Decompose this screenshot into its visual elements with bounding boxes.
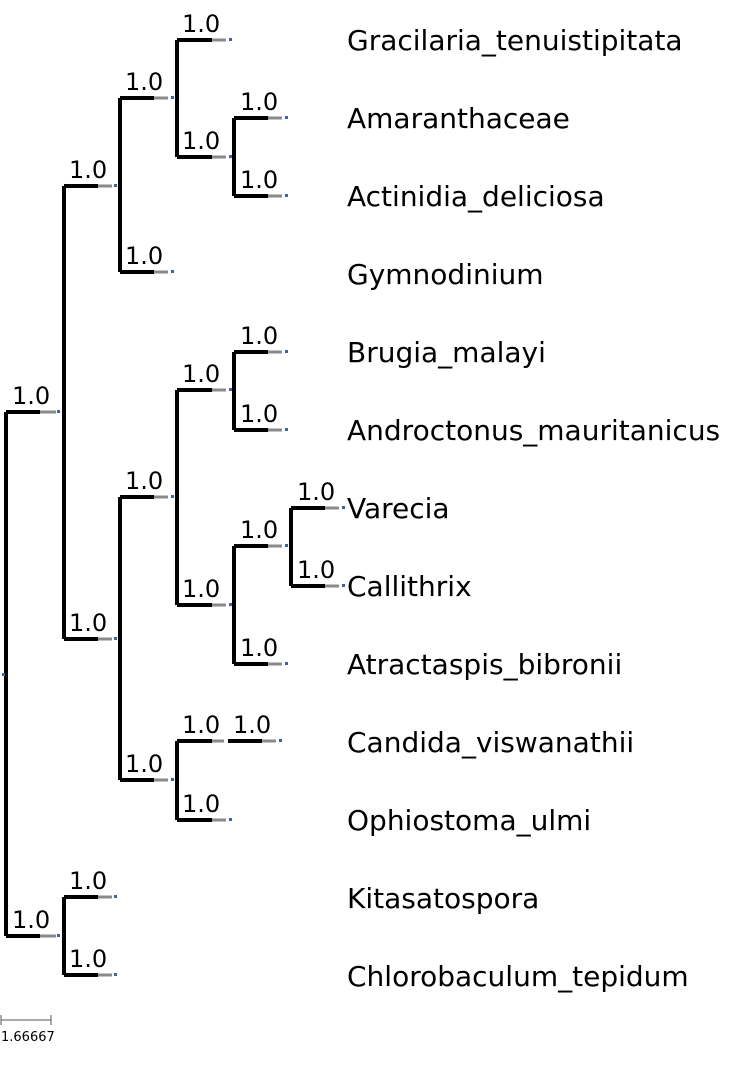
support-value: 1.0: [182, 575, 220, 603]
support-value: 1.0: [12, 906, 50, 934]
node-marker: [279, 739, 282, 742]
leaf-label-chlorobaculum: Chlorobaculum_tepidum: [347, 960, 689, 993]
support-value: 1.0: [182, 127, 220, 155]
leaf-label-candida: Candida_viswanathii: [347, 726, 634, 759]
leaf-label-kitasatospora: Kitasatospora: [347, 882, 539, 915]
support-value: 1.0: [240, 400, 278, 428]
node-marker: [171, 270, 174, 273]
node-marker: [114, 973, 117, 976]
support-value: 1.0: [125, 242, 163, 270]
branch-end-markers: [2, 38, 345, 977]
support-value: 1.0: [182, 711, 220, 739]
leaf-label-androctonus: Androctonus_mauritanicus: [347, 414, 720, 447]
node-marker: [229, 388, 232, 391]
support-value: 1.0: [240, 634, 278, 662]
leaf-label-ophiostoma: Ophiostoma_ulmi: [347, 804, 591, 837]
leaf-label-gymnodinium: Gymnodinium: [347, 258, 544, 291]
leaf-label-actinidia: Actinidia_deliciosa: [347, 180, 605, 213]
leaf-label-callithrix: Callithrix: [347, 570, 472, 603]
node-marker: [171, 96, 174, 99]
support-value: 1.0: [240, 516, 278, 544]
support-value: 1.0: [125, 750, 163, 778]
support-value: 1.0: [182, 10, 220, 38]
support-values: 1.0 1.0 1.0 1.0 1.0 1.0 1.0 1.0 1.0 1.0 …: [12, 10, 335, 973]
leaf-label-varecia: Varecia: [347, 492, 450, 525]
node-marker: [342, 506, 345, 509]
node-marker: [285, 544, 288, 547]
node-marker: [229, 818, 232, 821]
node-marker: [285, 194, 288, 197]
support-value: 1.0: [240, 322, 278, 350]
node-marker: [57, 934, 60, 937]
support-value: 1.0: [240, 88, 278, 116]
support-value: 1.0: [69, 945, 107, 973]
node-marker: [171, 495, 174, 498]
node-marker: [171, 778, 174, 781]
support-value: 1.0: [12, 382, 50, 410]
node-marker: [285, 428, 288, 431]
leaf-label-atractaspis: Atractaspis_bibronii: [347, 648, 622, 681]
leaf-label-gracilaria: Gracilaria_tenuistipitata: [347, 24, 683, 57]
support-value: 1.0: [233, 711, 271, 739]
node-marker: [342, 584, 345, 587]
support-value: 1.0: [125, 467, 163, 495]
node-marker: [229, 603, 232, 606]
support-value: 1.0: [182, 360, 220, 388]
support-value: 1.0: [182, 790, 220, 818]
leaf-label-amaranthaceae: Amaranthaceae: [347, 102, 570, 135]
node-marker: [114, 895, 117, 898]
root-node-marker: [2, 673, 5, 676]
node-marker: [285, 116, 288, 119]
node-marker: [285, 662, 288, 665]
node-marker: [285, 350, 288, 353]
leaf-label-brugia: Brugia_malayi: [347, 336, 546, 369]
node-marker: [114, 184, 117, 187]
scale-bar-label: 1.66667: [1, 1030, 55, 1045]
support-value: 1.0: [297, 478, 335, 506]
leaf-labels: Gracilaria_tenuistipitata Amaranthaceae …: [347, 24, 720, 993]
tree-branches: [4, 38, 325, 977]
support-value: 1.0: [297, 556, 335, 584]
support-value: 1.0: [240, 166, 278, 194]
support-value: 1.0: [69, 867, 107, 895]
node-marker: [229, 155, 232, 158]
node-marker: [57, 410, 60, 413]
support-value: 1.0: [125, 68, 163, 96]
support-value: 1.0: [69, 156, 107, 184]
support-value: 1.0: [69, 609, 107, 637]
scale-bar: 1.66667: [0, 1015, 55, 1045]
node-marker: [114, 637, 117, 640]
node-marker: [229, 38, 232, 41]
